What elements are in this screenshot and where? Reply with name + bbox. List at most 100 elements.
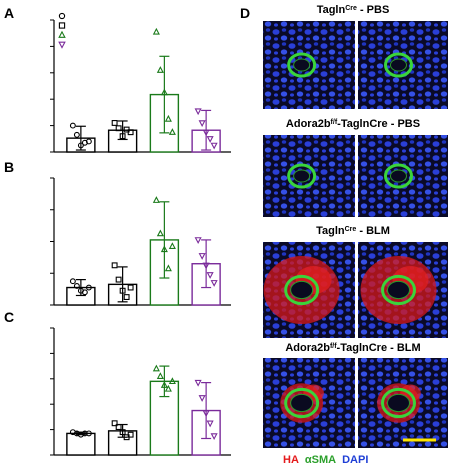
image-row-3: TaglnCre - BLM: [263, 225, 448, 338]
asma-vessel: [284, 274, 320, 306]
data-point: [119, 429, 126, 436]
panel-letter-c: C: [4, 309, 14, 325]
data-point: [152, 364, 160, 372]
data-point: [160, 88, 168, 96]
data-point: [73, 283, 80, 289]
stain-key-dapi: DAPI: [342, 454, 368, 466]
stain-key: HA αSMA DAPI: [283, 454, 368, 466]
data-point: [160, 381, 168, 388]
data-point: [210, 280, 218, 287]
data-point: [202, 410, 210, 418]
data-point: [119, 133, 126, 140]
asma-vessel: [381, 387, 416, 419]
micrograph: [263, 135, 355, 217]
data-point: [168, 128, 176, 135]
data-point: [85, 284, 92, 291]
vessel-lumen: [390, 58, 407, 72]
title-rest: -TaglnCre - PBS: [337, 118, 420, 130]
asma-vessel: [284, 387, 320, 419]
title-main: Tagln: [317, 4, 346, 16]
data-point: [168, 242, 176, 249]
micrograph: [263, 242, 355, 338]
vessel-lumen: [387, 393, 410, 413]
vessel-lumen: [390, 169, 407, 183]
data-point: [127, 284, 134, 291]
asma-vessel: [384, 52, 413, 78]
data-point: [194, 108, 202, 116]
title-superscript: f/f: [331, 119, 338, 126]
vessel-lumen: [293, 58, 311, 72]
asma-vessel: [287, 163, 317, 189]
data-point: [115, 424, 122, 431]
data-point: [81, 430, 88, 437]
legend-marker: [58, 30, 66, 38]
data-point: [115, 125, 122, 132]
data-point: [69, 278, 76, 285]
vessel-lumen: [290, 280, 314, 300]
image-row-1: TaglnCre - PBS: [263, 4, 448, 109]
bar-charts: [50, 19, 231, 456]
data-point: [206, 420, 214, 428]
title-rest: - PBS: [357, 4, 389, 16]
legend-marker: [58, 41, 66, 49]
data-point: [210, 433, 218, 441]
data-point: [127, 431, 134, 438]
title-superscript: f/f: [330, 343, 337, 350]
data-point: [115, 276, 122, 283]
title-superscript: Cre: [345, 226, 357, 233]
data-point: [202, 129, 210, 137]
image-row-title: TaglnCre - BLM: [316, 225, 390, 237]
vessel-lumen: [290, 393, 314, 413]
micrograph: [263, 21, 355, 109]
asma-vessel: [384, 163, 413, 189]
data-point: [206, 136, 214, 143]
data-point: [152, 196, 160, 203]
image-row-title: Adora2bf/f-TaglnCre - PBS: [286, 118, 420, 130]
stain-key-αsma: αSMA: [305, 454, 336, 466]
data-point: [69, 122, 76, 129]
data-point: [164, 264, 172, 272]
chart-has2: [50, 19, 231, 153]
chart-il-6: [50, 177, 231, 306]
title-superscript: Cre: [345, 5, 357, 12]
data-point: [168, 377, 176, 385]
panel-letter-d: D: [240, 5, 250, 21]
data-point: [85, 138, 92, 145]
micrograph: [358, 242, 448, 338]
image-row-title: Adora2bf/f-TaglnCre - BLM: [285, 342, 420, 354]
data-point: [198, 395, 206, 402]
title-main: Adora2b: [286, 118, 331, 130]
data-point: [164, 384, 172, 392]
data-point: [194, 379, 202, 387]
data-point: [210, 142, 218, 150]
micrograph: [263, 358, 355, 448]
vessel-lumen: [293, 169, 311, 183]
asma-vessel: [381, 274, 416, 306]
data-point: [111, 120, 118, 126]
chart-tgm2: [50, 327, 231, 456]
title-rest: -TaglnCre - BLM: [337, 342, 421, 354]
data-point: [164, 114, 172, 122]
data-point: [160, 245, 168, 253]
data-point: [73, 131, 80, 138]
data-point: [111, 420, 118, 427]
title-main: Tagln: [316, 225, 345, 237]
legend-marker: [58, 22, 66, 29]
title-rest: - BLM: [356, 225, 390, 237]
asma-vessel: [287, 52, 317, 78]
data-point: [152, 27, 160, 35]
data-point: [81, 289, 88, 296]
image-row-4: Adora2bf/f-TaglnCre - BLM: [263, 342, 448, 448]
data-point: [198, 120, 206, 128]
chart-legend: [58, 12, 66, 49]
data-point: [119, 287, 126, 294]
data-point: [198, 253, 206, 260]
image-row-title: TaglnCre - PBS: [317, 4, 390, 16]
data-point: [77, 142, 84, 149]
panel-letter-a: A: [4, 5, 14, 21]
stain-key-ha: HA: [283, 454, 299, 466]
data-point: [111, 262, 118, 269]
data-point: [206, 272, 214, 279]
